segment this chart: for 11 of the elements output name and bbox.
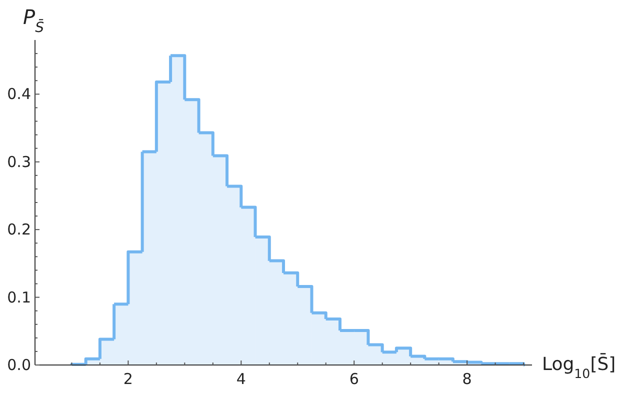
x-tick-label: 2 [123,370,133,388]
y-tick-label: 0.4 [7,85,31,104]
x-tick-label: 6 [349,370,359,388]
y-tick-label: 0.0 [7,356,31,374]
y-tick-label: 0.2 [7,220,31,239]
x-tick-label: 8 [462,370,472,388]
x-tick-label: 4 [236,370,246,388]
y-axis-title: P$_{S̄}$ [23,5,44,36]
x-axis-title: Log$_{10}$[S̄] [542,352,616,380]
y-tick-label: 0.3 [7,152,31,171]
y-tick-label: 0.1 [7,288,31,306]
